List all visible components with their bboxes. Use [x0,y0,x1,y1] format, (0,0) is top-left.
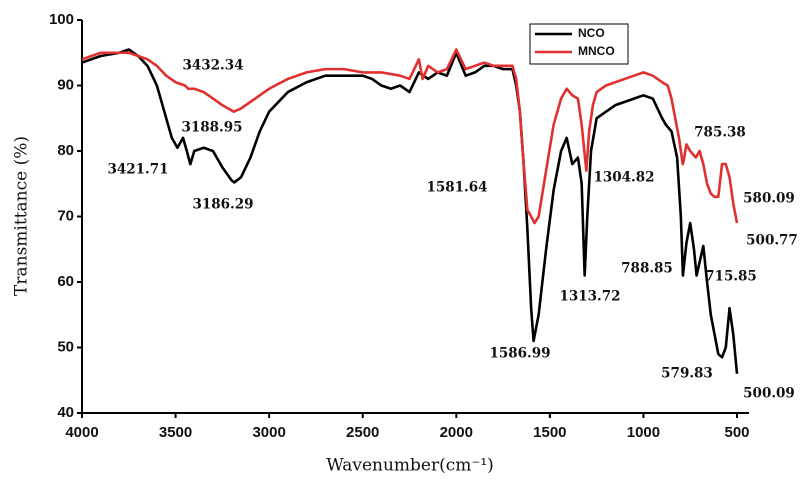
peak-annotation: 579.83 [661,366,713,382]
peak-annotation: 580.09 [743,191,795,207]
y-tick-label: 70 [57,207,74,224]
legend-label: MNCO [578,44,615,58]
peak-annotation: 500.09 [743,386,795,402]
y-tick-label: 100 [49,11,74,28]
y-tick-label: 60 [57,273,74,290]
x-tick-label: 2000 [440,424,473,441]
x-axis-label: Wavenumber(cm⁻¹) [326,456,494,476]
x-tick-label: 1500 [533,424,566,441]
spectrum-line [81,48,739,225]
x-tick-label: 3000 [252,424,285,441]
peak-annotation: 500.77 [746,233,798,249]
peak-annotation: 1304.82 [593,170,654,186]
peak-annotation: 3421.71 [107,162,168,178]
peak-annotation: 3432.34 [182,58,243,74]
y-tick-label: 80 [57,142,74,159]
legend-box [529,23,629,65]
peak-annotation: 1581.64 [426,180,487,196]
x-tick-label: 2500 [346,424,379,441]
x-tick-label: 4000 [65,424,98,441]
y-tick-label: 90 [57,76,74,93]
peak-annotation: 3186.29 [192,197,253,213]
x-tick-label: 3500 [159,424,192,441]
spectrum-line [81,48,739,374]
peak-annotation: 1313.72 [559,289,620,305]
x-tick-label: 1000 [627,424,660,441]
y-tick-label: 40 [57,404,74,421]
peak-annotation: 785.38 [694,125,746,141]
y-tick-label: 50 [57,338,74,355]
peak-annotation: 788.85 [621,261,673,277]
y-axis-label: Transmittance (%) [12,136,32,296]
peak-annotation: 715.85 [705,269,757,285]
legend-label: NCO [578,26,605,40]
peak-annotation: 3188.95 [181,120,242,136]
x-tick-label: 500 [724,424,749,441]
peak-annotation: 1586.99 [489,346,550,362]
